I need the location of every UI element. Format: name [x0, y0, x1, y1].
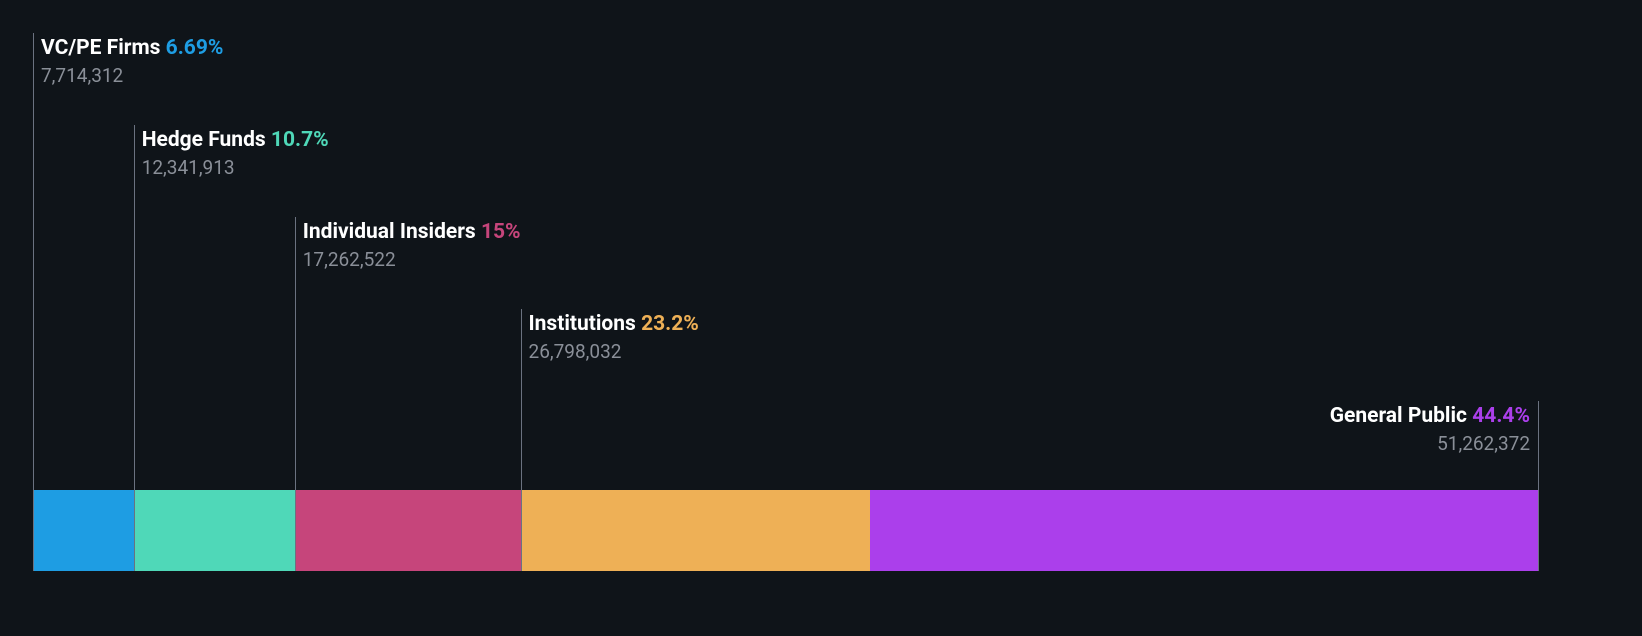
- leader-line: [33, 33, 34, 571]
- segment-name-line: Institutions 23.2%: [529, 311, 699, 337]
- segment-label: General Public 44.4%51,262,372: [1330, 403, 1530, 458]
- segment-pct: 44.4%: [1472, 404, 1530, 428]
- bar-segment: [134, 490, 295, 571]
- segment-pct: 15%: [481, 220, 521, 244]
- stacked-bar: [33, 490, 1538, 571]
- segment-label: Individual Insiders 15%17,262,522: [303, 219, 521, 274]
- segment-name: Individual Insiders: [303, 220, 476, 244]
- segment-label: Institutions 23.2%26,798,032: [529, 311, 699, 366]
- leader-line: [1538, 401, 1539, 571]
- segment-name-line: Individual Insiders 15%: [303, 219, 521, 245]
- segment-pct: 10.7%: [271, 128, 329, 152]
- segment-value: 51,262,372: [1330, 431, 1530, 458]
- leader-line: [134, 125, 135, 571]
- segment-name: General Public: [1330, 404, 1467, 428]
- ownership-breakdown-chart: VC/PE Firms 6.69%7,714,312Hedge Funds 10…: [0, 0, 1642, 636]
- leader-line: [295, 217, 296, 571]
- segment-name-line: VC/PE Firms 6.69%: [41, 35, 223, 61]
- segment-pct: 23.2%: [641, 312, 699, 336]
- bar-segment: [33, 490, 134, 571]
- segment-value: 17,262,522: [303, 247, 521, 274]
- segment-value: 7,714,312: [41, 63, 223, 90]
- bar-segment: [521, 490, 870, 571]
- segment-name: VC/PE Firms: [41, 36, 160, 60]
- segment-name: Hedge Funds: [142, 128, 266, 152]
- leader-line: [521, 309, 522, 571]
- segment-value: 12,341,913: [142, 155, 329, 182]
- segment-label: VC/PE Firms 6.69%7,714,312: [41, 35, 223, 90]
- segment-value: 26,798,032: [529, 339, 699, 366]
- bar-segment: [295, 490, 521, 571]
- segment-label: Hedge Funds 10.7%12,341,913: [142, 127, 329, 182]
- bar-segment: [870, 490, 1538, 571]
- segment-name-line: General Public 44.4%: [1330, 403, 1530, 429]
- segment-name: Institutions: [529, 312, 636, 336]
- segment-pct: 6.69%: [166, 36, 224, 60]
- segment-name-line: Hedge Funds 10.7%: [142, 127, 329, 153]
